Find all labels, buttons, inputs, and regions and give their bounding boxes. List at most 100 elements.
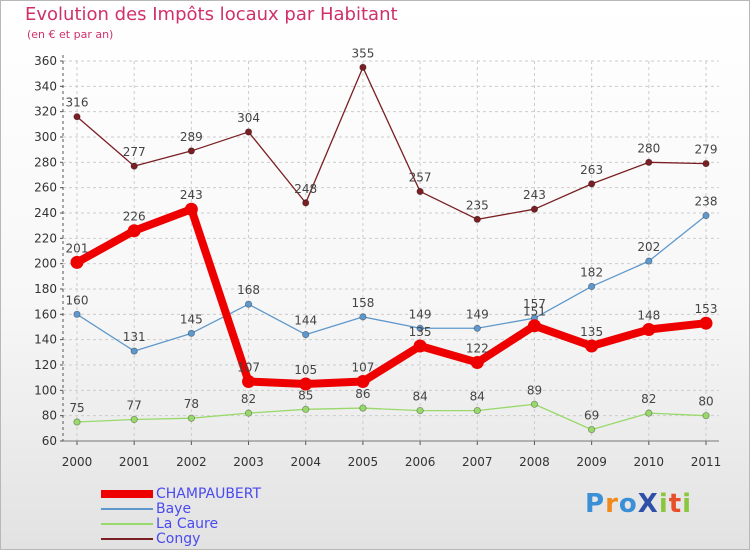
data-label: 279 [695,143,718,157]
y-tick-label: 300 [34,130,57,144]
data-point [645,158,653,166]
data-label: 355 [351,46,374,60]
data-label: 257 [409,170,432,184]
data-label: 84 [412,390,427,404]
y-tick-label: 280 [34,155,57,169]
data-label: 149 [409,307,432,321]
data-label: 84 [470,390,485,404]
y-tick-label: 340 [34,79,57,93]
legend-label: Baye [156,501,192,517]
data-point [645,409,653,417]
data-point [244,128,253,136]
data-label: 135 [580,325,603,339]
data-point [302,330,310,339]
data-label: 77 [127,398,142,412]
data-label: 86 [355,387,370,401]
data-point [702,160,710,168]
data-point [473,406,481,415]
chart-title: Evolution des Impôts locaux par Habitant [25,4,398,25]
data-label: 243 [523,188,546,202]
data-point [645,257,653,265]
data-point [130,347,138,355]
data-point [413,339,427,353]
data-label: 248 [294,182,317,196]
data-point [699,316,713,330]
logo-letter: r [605,489,619,519]
series-line-la-caure [76,403,707,431]
data-label: 289 [180,130,203,144]
data-point [473,215,481,223]
data-point [244,409,253,417]
series-lines [70,63,713,434]
data-point [187,147,195,155]
data-point [702,412,710,420]
y-tick-label: 120 [34,358,57,372]
y-tick-label: 60 [42,434,57,448]
data-label: 75 [69,401,84,415]
data-point [527,319,541,333]
x-tick-label: 2007 [462,455,493,469]
y-tick-label: 220 [34,231,57,245]
series-line-congy [76,66,707,220]
data-label: 82 [241,392,256,406]
legend-swatch [101,508,153,510]
legend-item-baye: Baye [101,501,361,517]
data-point [359,404,367,412]
axes: 60 80 100 120 140 160 180 200 220 240 260 280 300 320… [34,54,721,469]
data-point [702,211,710,220]
data-label: 85 [298,388,313,402]
data-point [470,355,484,369]
series-line-champaubert [73,205,710,388]
y-tick-label: 160 [34,307,57,321]
data-label: 149 [466,307,489,321]
data-label: 157 [523,297,546,311]
data-point [359,313,367,321]
data-label: 107 [351,360,374,374]
legend-swatch [101,538,153,540]
proxiti-logo: ProXiti [585,489,692,519]
data-point [73,310,81,318]
legend-label: Congy [156,531,201,547]
data-label: 202 [637,240,660,254]
data-point [130,415,138,424]
legend-item-congy: Congy [101,531,361,547]
data-label: 316 [66,96,89,110]
data-label: 135 [409,325,432,339]
data-label: 69 [584,409,599,423]
x-tick-label: 2000 [62,455,93,469]
data-point [302,405,310,413]
legend-item-la-caure: La Caure [101,516,361,532]
data-label: 151 [523,305,546,319]
data-label: 78 [184,397,199,411]
data-point [184,202,198,216]
data-label: 168 [237,283,260,297]
y-tick-label: 100 [34,383,57,397]
data-point [416,406,424,415]
legend-label: CHAMPAUBERT [156,486,262,502]
y-tick-label: 140 [34,333,57,347]
series-line-baye [76,214,707,352]
x-tick-label: 2005 [348,455,379,469]
logo-letter: o [618,489,638,519]
data-label: 277 [123,145,146,159]
x-tick-label: 2011 [691,455,722,469]
data-label: 89 [527,383,542,397]
data-point [585,339,599,353]
logo-letter: t [668,489,683,519]
y-tick-label: 360 [34,54,57,68]
data-point [70,255,84,269]
data-point [416,187,424,196]
logo-letter: i [658,489,669,519]
grid-lines [63,60,719,442]
y-tick-label: 320 [34,105,57,119]
data-point [127,224,141,238]
data-point [359,63,367,71]
x-tick-label: 2006 [405,455,436,469]
data-label: 280 [637,141,660,155]
data-point [73,418,81,426]
x-tick-label: 2010 [634,455,665,469]
data-label: 201 [66,241,89,255]
data-label: 82 [641,392,656,406]
data-label: 158 [351,296,374,310]
